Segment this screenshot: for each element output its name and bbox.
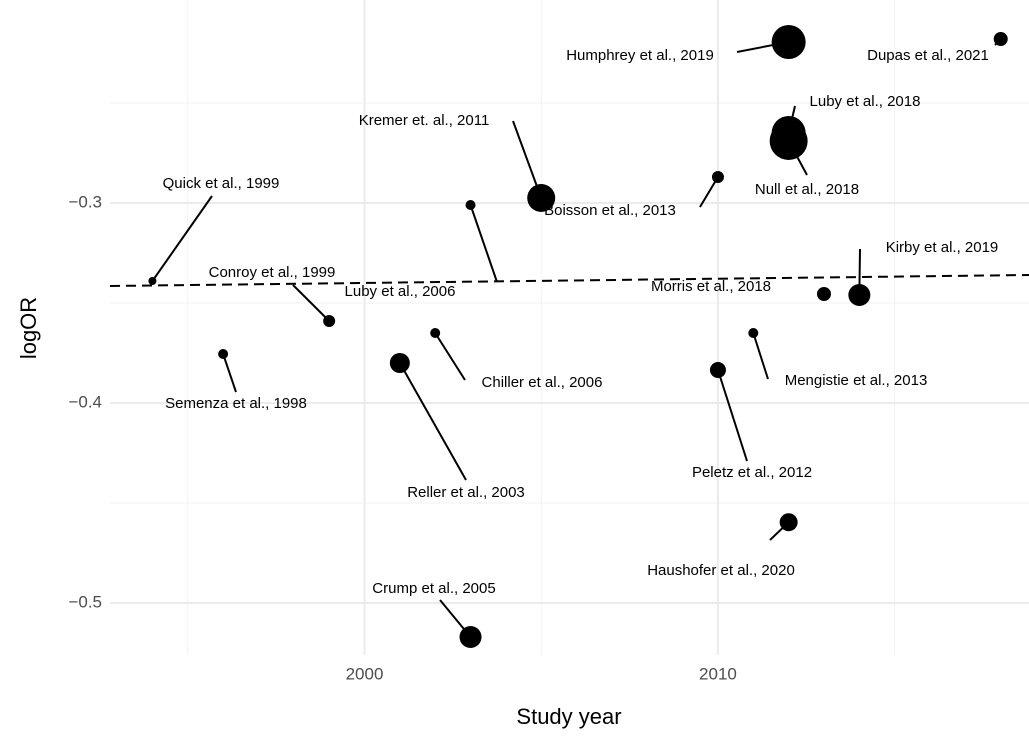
point-label: Peletz et al., 2012 xyxy=(692,464,812,481)
point xyxy=(148,277,157,285)
leader-line xyxy=(752,332,769,380)
leader-line xyxy=(469,204,498,283)
leader-line xyxy=(398,362,467,481)
x-tick-label: 2010 xyxy=(699,664,737,683)
point xyxy=(711,171,724,183)
trend-line xyxy=(109,274,1029,287)
point xyxy=(848,284,871,306)
point xyxy=(430,328,441,338)
point xyxy=(527,184,556,212)
point xyxy=(465,200,476,210)
point-label: Boisson et al., 2013 xyxy=(544,202,676,219)
point xyxy=(993,32,1008,46)
leader-line xyxy=(434,332,466,381)
leader-line xyxy=(151,195,213,282)
point-label: Crump et al., 2005 xyxy=(372,580,495,597)
y-tick-label: −0.4 xyxy=(68,392,102,411)
point xyxy=(218,349,229,359)
point xyxy=(769,122,808,160)
point xyxy=(709,362,726,378)
point xyxy=(779,513,798,532)
point-label: Conroy et al., 1999 xyxy=(209,264,336,281)
point-label: Dupas et al., 2021 xyxy=(867,47,989,64)
point-label: Reller et al., 2003 xyxy=(407,484,525,501)
point-label: Quick et al., 1999 xyxy=(163,175,280,192)
point-label: Chiller et al., 2006 xyxy=(482,374,603,391)
leader-line xyxy=(717,369,748,462)
y-tick-label: −0.3 xyxy=(68,192,102,211)
leader-line xyxy=(292,284,330,322)
point-label: Null et al., 2018 xyxy=(755,181,859,198)
point-label: Luby et al., 2006 xyxy=(345,283,456,300)
y-tick-label: −0.5 xyxy=(68,592,102,611)
point-label: Semenza et al., 1998 xyxy=(165,395,307,412)
point-label: Mengistie et al., 2013 xyxy=(785,372,928,389)
point xyxy=(748,328,759,338)
y-axis-title: logOR xyxy=(16,297,41,359)
x-tick-label: 2000 xyxy=(346,664,384,683)
point-label: Morris et al., 2018 xyxy=(651,278,771,295)
point-label: Luby et al., 2018 xyxy=(810,93,921,110)
leader-line xyxy=(222,353,237,393)
point-label: Kirby et al., 2019 xyxy=(886,239,999,256)
point xyxy=(389,353,410,373)
point-label: Haushofer et al., 2020 xyxy=(647,562,795,579)
x-axis-title: Study year xyxy=(516,704,621,729)
point xyxy=(816,287,831,301)
point xyxy=(323,315,336,327)
point-label: Humphrey et al., 2019 xyxy=(566,47,714,64)
point xyxy=(459,626,482,648)
point-label: Kremer et. al., 2011 xyxy=(359,112,490,129)
point xyxy=(771,25,806,59)
